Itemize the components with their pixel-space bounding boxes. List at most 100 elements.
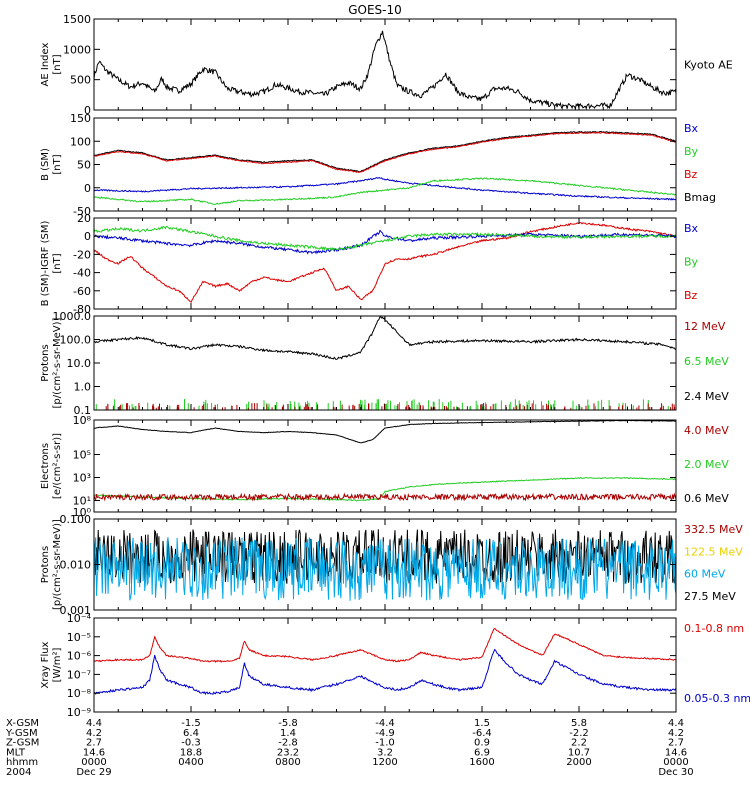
ephemeris-value: 4.2 xyxy=(86,728,102,739)
series-4-0-mev xyxy=(94,492,676,502)
panel-1: -50 0 50 100 150 B (SM) [nT] Bx By Bz Bmag xyxy=(40,112,716,218)
y-tick-label: 1.0 xyxy=(74,381,92,394)
panel-0: 0 500 1000 1500 AE Index [nT] Kyoto AE xyxy=(40,13,733,117)
ephemeris-table: X-GSM 4.4 -1.5 -5.8 -4.4 1.5 5.8 4.4 Y-GSM 4.2 6.4… xyxy=(5,718,694,778)
series-2-4-mev xyxy=(94,316,676,360)
series-bz xyxy=(94,131,676,173)
legend-label: By xyxy=(684,145,699,158)
legend-label: By xyxy=(684,256,699,269)
y-tick-label: 10⁵ xyxy=(73,449,91,462)
panel-1-series xyxy=(94,130,676,205)
legend-label: Bx xyxy=(684,122,699,135)
series-2-0-mev xyxy=(94,477,676,502)
y-axis-label: Protons xyxy=(40,344,51,381)
ephemeris-value: 0800 xyxy=(275,757,300,768)
ephemeris-value: 1.5 xyxy=(474,718,490,729)
y-axis-label: Protons xyxy=(40,546,51,583)
panel-4-series xyxy=(94,420,676,502)
ephemeris-value: -2.2 xyxy=(569,728,589,739)
legend-label: 2.4 MeV xyxy=(684,390,729,403)
y-tick-label: 10⁻⁵ xyxy=(67,631,91,644)
series-0-1-0-8-nm xyxy=(94,627,676,663)
y-tick-label: 10⁻⁷ xyxy=(67,668,91,681)
panel-3-series xyxy=(94,316,676,410)
y-tick-label: 1500 xyxy=(63,13,91,26)
y-axis-label: [nT] xyxy=(52,154,63,174)
y-tick-label: 10⁸ xyxy=(73,414,92,427)
ephemeris-value: 0000 xyxy=(663,757,688,768)
legend-label: Kyoto AE xyxy=(684,59,733,72)
y-tick-label: 10.0 xyxy=(67,357,92,370)
ephemeris-value: 0000 xyxy=(81,757,106,768)
legend-label: 27.5 MeV xyxy=(684,590,736,603)
ephemeris-row-label: MLT xyxy=(6,747,26,758)
panel-6-series xyxy=(94,627,676,696)
y-tick-label: 10⁻⁹ xyxy=(67,706,91,719)
y-tick-label: 0.100 xyxy=(60,513,92,526)
ephemeris-row-label: 2004 xyxy=(6,767,31,778)
y-axis-label: [nT] xyxy=(52,54,63,74)
series-by xyxy=(94,177,676,205)
y-tick-label: -50 xyxy=(73,205,91,218)
panel-frame xyxy=(93,18,677,111)
legend-label: 0.6 MeV xyxy=(684,492,729,505)
ephemeris-value: 14.6 xyxy=(83,747,105,758)
legend-label: 4.0 MeV xyxy=(684,424,729,437)
ephemeris-value: 23.2 xyxy=(277,747,299,758)
ephemeris-value: 10.7 xyxy=(568,747,590,758)
y-tick-label: -60 xyxy=(73,285,91,298)
ephemeris-value: 0400 xyxy=(178,757,203,768)
ephemeris-row-label: Y-GSM xyxy=(5,728,38,739)
y-tick-label: -40 xyxy=(73,267,91,280)
y-tick-label: 10¹ xyxy=(73,495,91,508)
ephemeris-value: -2.8 xyxy=(278,738,298,749)
ephemeris-row-label: X-GSM xyxy=(6,718,39,729)
series-27-5-mev xyxy=(94,529,676,584)
ephemeris-value: 2.2 xyxy=(571,738,587,749)
legend-label: 332.5 MeV xyxy=(684,523,743,536)
ephemeris-value: 1200 xyxy=(372,757,397,768)
ephemeris-row-label: hhmm xyxy=(6,757,38,768)
ephemeris-value: -1.5 xyxy=(181,718,201,729)
y-axis-label: Electrons xyxy=(40,443,51,489)
y-tick-label: 0.1 xyxy=(74,404,92,417)
y-tick-label: 0 xyxy=(84,182,91,195)
ephemeris-value: -1.0 xyxy=(375,738,395,749)
ephemeris-value: Dec 30 xyxy=(658,767,693,778)
y-tick-label: 20 xyxy=(77,212,91,225)
series-kyoto-ae xyxy=(94,30,676,110)
panel-0-series xyxy=(94,30,676,110)
y-tick-label: 150 xyxy=(70,112,91,125)
ephemeris-value: -6.4 xyxy=(472,728,492,739)
legend-label: 122.5 MeV xyxy=(684,545,743,558)
panel-frame xyxy=(93,315,677,411)
legend-label: 0.1-0.8 nm xyxy=(684,622,744,635)
ephemeris-value: 1600 xyxy=(469,757,494,768)
panel-frame xyxy=(93,617,677,713)
ephemeris-value: 2000 xyxy=(566,757,591,768)
ephemeris-value: Dec 29 xyxy=(76,767,111,778)
ephemeris-value: 4.2 xyxy=(668,728,684,739)
y-tick-label: 1000 xyxy=(63,43,91,56)
legend-label: Bz xyxy=(684,289,698,302)
panel-6: 10⁻⁹ 10⁻⁸ 10⁻⁷ 10⁻⁶ 10⁻⁵ 10⁻⁴ Xray Flux [W/m²] 0… xyxy=(40,612,750,719)
series-6-5-mev xyxy=(94,399,669,410)
series-bx xyxy=(94,229,676,255)
ephemeris-value: 6.4 xyxy=(183,728,199,739)
ephemeris-value: -0.3 xyxy=(181,738,201,749)
ephemeris-value: -4.4 xyxy=(375,718,395,729)
panel-2-series xyxy=(94,222,676,303)
panel-5-series xyxy=(94,529,676,601)
legend-label: 12 MeV xyxy=(684,320,726,333)
y-tick-label: 10³ xyxy=(73,472,91,485)
y-tick-label: -20 xyxy=(73,248,91,261)
y-tick-label: 0 xyxy=(84,230,91,243)
y-axis-label: AE Index xyxy=(40,42,51,86)
legend-label: Bz xyxy=(684,168,698,181)
y-tick-label: 0 xyxy=(84,104,91,117)
ephemeris-value: -4.9 xyxy=(375,728,395,739)
ephemeris-value: 3.2 xyxy=(377,747,393,758)
y-tick-label: 10⁻⁴ xyxy=(67,612,92,625)
